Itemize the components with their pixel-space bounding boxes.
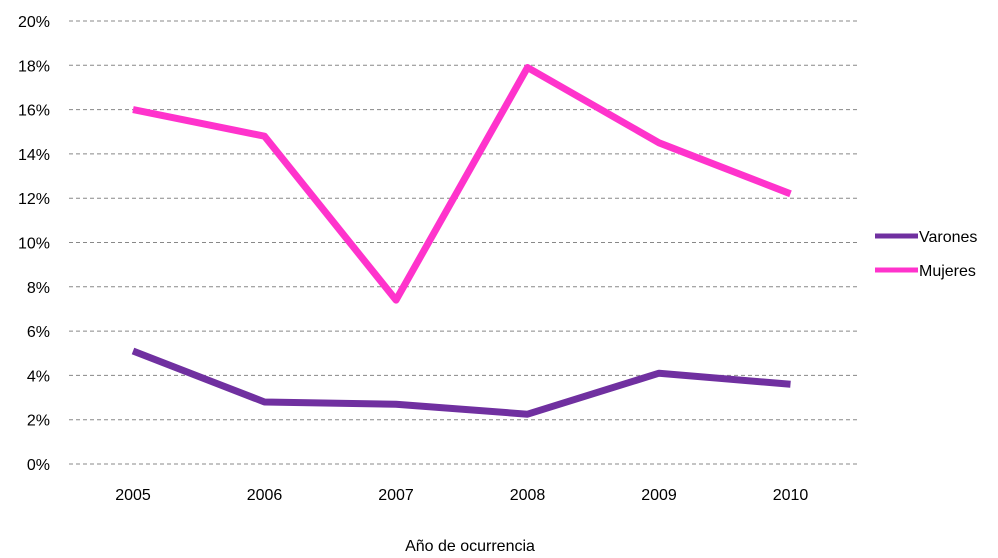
- gridlines: [69, 20, 857, 465]
- y-tick-label: 18%: [18, 58, 50, 75]
- y-tick-label: 12%: [18, 191, 50, 208]
- y-tick-label: 8%: [27, 280, 50, 297]
- y-axis-ticks: 0% 2% 4% 6% 8% 10% 12% 14% 16% 18% 20%: [18, 14, 50, 474]
- x-tick-label: 2007: [378, 487, 414, 504]
- x-tick-label: 2010: [773, 487, 809, 504]
- x-tick-label: 2008: [510, 487, 546, 504]
- y-tick-label: 16%: [18, 103, 50, 120]
- y-tick-label: 6%: [27, 324, 50, 341]
- series-lines: [131, 64, 792, 418]
- legend-label-varones: Varones: [919, 229, 977, 246]
- x-tick-label: 2005: [115, 487, 151, 504]
- x-axis-ticks: 2005 2006 2007 2008 2009 2010: [115, 487, 808, 504]
- x-tick-label: 2009: [641, 487, 677, 504]
- x-tick-label: 2006: [247, 487, 283, 504]
- legend: Varones Mujeres: [875, 229, 977, 280]
- series-line-mujeres: [132, 64, 792, 304]
- y-tick-label: 14%: [18, 147, 50, 164]
- y-tick-label: 0%: [27, 457, 50, 474]
- y-tick-label: 20%: [18, 14, 50, 31]
- y-tick-label: 2%: [27, 413, 50, 430]
- legend-label-mujeres: Mujeres: [919, 263, 976, 280]
- y-tick-label: 10%: [18, 236, 50, 253]
- x-axis-title: Año de ocurrencia: [405, 538, 535, 555]
- series-line-varones: [131, 347, 791, 418]
- y-tick-label: 4%: [27, 368, 50, 385]
